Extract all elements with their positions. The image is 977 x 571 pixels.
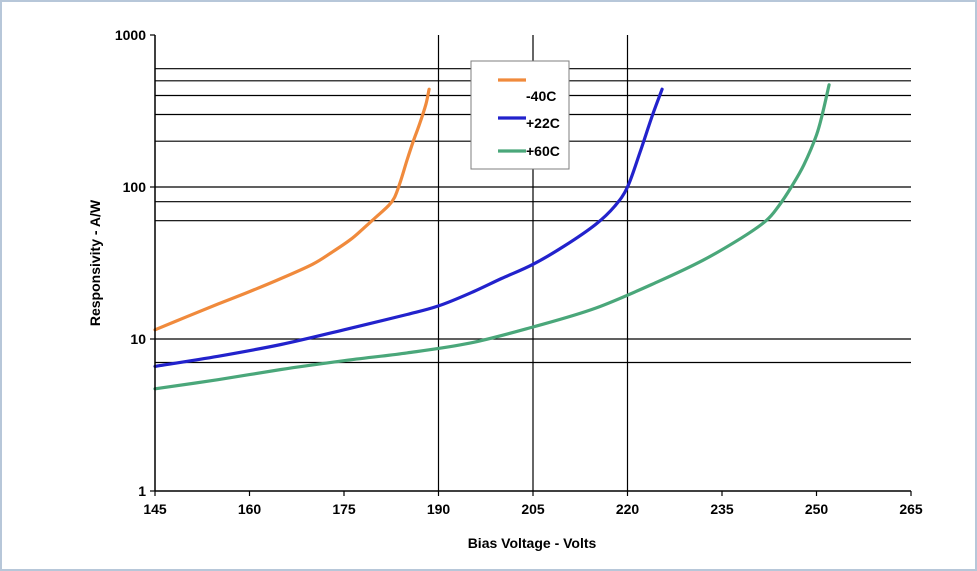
y-tick-label: 100 [123, 179, 147, 195]
series-line-60C [153, 83, 831, 391]
y-tick-label: 10 [130, 331, 146, 347]
x-tick-label: 235 [710, 501, 734, 517]
x-tick-label: 190 [427, 501, 451, 517]
x-tick-label: 220 [616, 501, 640, 517]
x-tick-label: 160 [238, 501, 262, 517]
y-tick-label: 1000 [115, 27, 146, 43]
legend-label: +60C [526, 143, 560, 159]
x-tick-label: 175 [332, 501, 356, 517]
axes [150, 34, 912, 496]
series-lines [153, 83, 831, 391]
legend-label: -40C [526, 88, 556, 104]
series-line-40C [153, 87, 431, 332]
y-tick-labels: 1 10 100 1000 [115, 27, 146, 499]
x-tick-label: 145 [143, 501, 167, 517]
x-tick-labels: 145 160 175 190 205 220 235 250 265 [143, 501, 923, 517]
x-tick-label: 250 [805, 501, 829, 517]
y-tick-label: 1 [138, 483, 146, 499]
y-axis-title: Responsivity - A/W [87, 199, 103, 326]
x-tick-label: 205 [521, 501, 545, 517]
x-axis-title: Bias Voltage - Volts [468, 535, 597, 551]
legend-label: +22C [526, 115, 560, 131]
legend: -40C +22C +60C [470, 60, 570, 170]
series-line-22C [153, 87, 664, 368]
x-tick-label: 265 [899, 501, 923, 517]
